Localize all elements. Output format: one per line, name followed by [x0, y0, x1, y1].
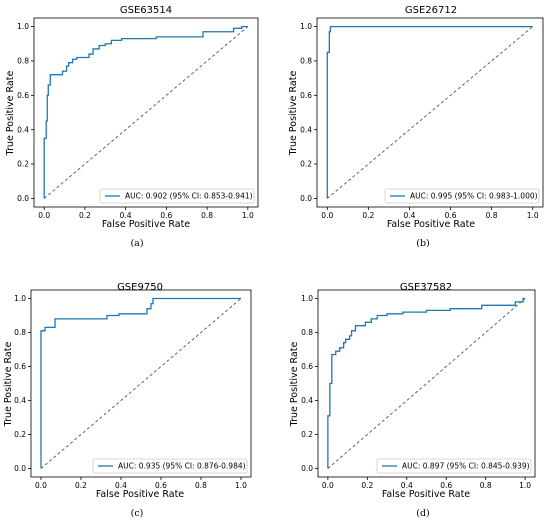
y-axis-label: True Positive Rate	[288, 71, 299, 157]
y-tick-label: 0.0	[17, 194, 29, 203]
x-tick-label: 0.8	[195, 481, 207, 490]
y-tick-label: 0.0	[301, 464, 313, 473]
y-tick-label: 1.0	[301, 294, 313, 303]
legend-box	[376, 458, 532, 474]
x-axis-label: False Positive Rate	[387, 219, 475, 230]
y-axis-label: True Positive Rate	[289, 342, 300, 428]
chance-diagonal-line	[326, 26, 534, 199]
x-axis-label: False Positive Rate	[102, 219, 190, 230]
x-tick-label: 0.8	[201, 211, 213, 220]
y-axis-label: True Positive Rate	[5, 71, 16, 157]
x-tick-label: 0.8	[486, 211, 498, 220]
x-tick-label: 0.2	[75, 481, 87, 490]
x-tick-label: 1.0	[527, 211, 539, 220]
x-tick-label: 0.0	[38, 211, 50, 220]
y-tick-label: 0.0	[300, 194, 312, 203]
panel-b: GSE26712 False Positive Rate True Positi…	[288, 5, 544, 249]
x-tick-label: 0.6	[155, 481, 167, 490]
chart-title: GSE9750	[117, 282, 163, 293]
x-tick-label: 0.4	[403, 211, 415, 220]
legend-label: AUC: 0.935 (95% CI: 0.876-0.984)	[118, 462, 246, 471]
chart-title: GSE63514	[120, 5, 172, 16]
y-tick-label: 0.4	[14, 396, 26, 405]
y-tick-label: 1.0	[17, 22, 29, 31]
plot-frame	[317, 289, 536, 478]
y-tick-label: 1.0	[14, 294, 26, 303]
y-tick-label: 0.2	[17, 160, 29, 169]
x-tick-label: 0.0	[321, 211, 333, 220]
legend-label: AUC: 0.995 (95% CI: 0.983-1.000)	[410, 192, 538, 201]
y-tick-label: 1.0	[300, 22, 312, 31]
y-axis-label: True Positive Rate	[3, 342, 14, 428]
x-axis-label: False Positive Rate	[382, 489, 470, 500]
x-tick-label: 0.2	[361, 481, 373, 490]
roc-curve	[326, 25, 533, 199]
legend-box	[92, 458, 248, 474]
y-tick-label: 0.0	[14, 464, 26, 473]
legend-box	[384, 188, 540, 204]
y-tick-label: 0.6	[17, 91, 29, 100]
y-tick-label: 0.4	[301, 396, 313, 405]
y-tick-label: 0.2	[300, 160, 312, 169]
x-tick-label: 0.6	[445, 211, 457, 220]
plot-frame	[33, 17, 259, 208]
chance-diagonal-line	[40, 298, 242, 469]
x-tick-label: 0.4	[115, 481, 127, 490]
x-tick-label: 1.0	[242, 211, 254, 220]
chance-diagonal-line	[327, 298, 526, 469]
plot-frame	[316, 17, 544, 208]
panel-caption: (c)	[131, 508, 144, 519]
panel-caption: (a)	[130, 238, 143, 249]
x-tick-label: 0.6	[440, 481, 452, 490]
y-tick-label: 0.4	[300, 125, 312, 134]
y-tick-label: 0.8	[14, 328, 26, 337]
legend-label: AUC: 0.902 (95% CI: 0.853-0.941)	[125, 192, 253, 201]
x-tick-label: 0.2	[362, 211, 374, 220]
panel-d: GSE37582 False Positive Rate True Positi…	[289, 282, 536, 519]
y-tick-label: 0.2	[301, 430, 313, 439]
panel-caption: (b)	[416, 238, 430, 249]
panel-c: GSE9750 False Positive Rate True Positiv…	[3, 282, 252, 519]
y-tick-label: 0.8	[301, 328, 313, 337]
y-tick-label: 0.8	[300, 57, 312, 66]
y-tick-label: 0.6	[301, 362, 313, 371]
y-tick-label: 0.2	[14, 430, 26, 439]
plot-frame	[30, 289, 252, 478]
roc-curve	[43, 25, 248, 199]
roc-curve	[327, 297, 526, 469]
x-tick-label: 0.8	[480, 481, 492, 490]
chart-title: GSE37582	[400, 282, 452, 293]
legend-label: AUC: 0.897 (95% CI: 0.845-0.939)	[402, 462, 530, 471]
x-tick-label: 1.0	[519, 481, 531, 490]
y-tick-label: 0.4	[17, 125, 29, 134]
x-tick-label: 0.0	[322, 481, 334, 490]
legend-box	[99, 188, 255, 204]
chance-diagonal-line	[43, 26, 249, 199]
y-tick-label: 0.6	[14, 362, 26, 371]
y-tick-label: 0.8	[17, 57, 29, 66]
chart-title: GSE26712	[405, 5, 457, 16]
panel-a: GSE63514 False Positive Rate True Positi…	[5, 5, 259, 249]
panel-caption: (d)	[416, 508, 430, 519]
x-tick-label: 0.2	[79, 211, 91, 220]
x-axis-label: False Positive Rate	[96, 489, 184, 500]
y-tick-label: 0.6	[300, 91, 312, 100]
x-tick-label: 0.4	[401, 481, 413, 490]
x-tick-label: 0.4	[120, 211, 132, 220]
x-tick-label: 0.6	[160, 211, 172, 220]
roc-curve	[40, 297, 241, 469]
x-tick-label: 0.0	[35, 481, 47, 490]
x-tick-label: 1.0	[235, 481, 247, 490]
